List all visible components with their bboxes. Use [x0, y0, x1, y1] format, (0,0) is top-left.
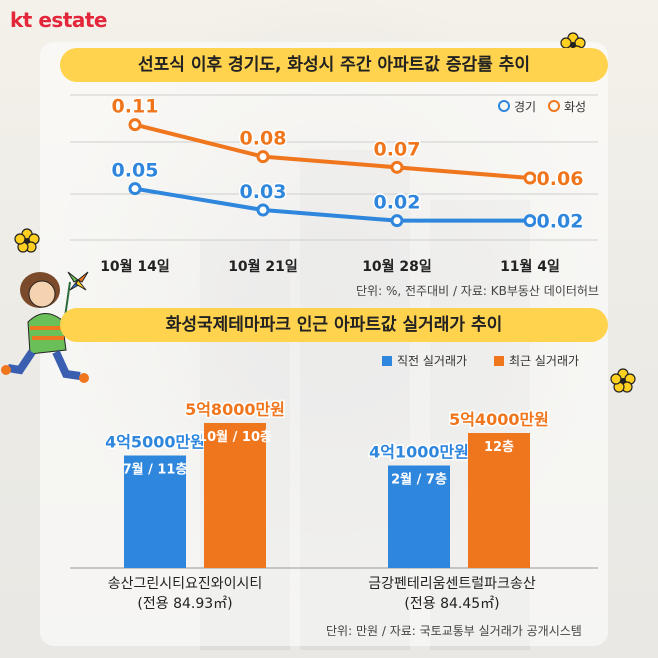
legend-marker	[382, 356, 392, 366]
data-label: 0.06	[537, 168, 584, 190]
bar-value-label: 4억1000만원	[369, 443, 469, 462]
series-line-hwaseong	[134, 122, 531, 180]
data-point	[523, 214, 537, 228]
flower-icon	[14, 228, 40, 253]
x-tick-label: 10월 21일	[228, 258, 298, 275]
category-sub-label: (전용 84.93㎡)	[137, 596, 232, 612]
legend-marker	[494, 356, 504, 366]
bar-value-label: 4억5000만원	[105, 433, 205, 452]
data-label: 0.02	[537, 211, 584, 233]
data-point	[523, 171, 537, 185]
legend-label: 화성	[564, 100, 587, 114]
data-label: 0.11	[112, 96, 159, 118]
category-label: 금강펜테리움센트럴파크송산	[368, 576, 536, 592]
legend-item-gyeonggi: 경기	[498, 98, 536, 115]
running-child-illustration	[1, 271, 89, 383]
bar-previous	[124, 455, 186, 568]
flower-icon	[610, 368, 636, 393]
data-label: 0.08	[240, 128, 287, 150]
legend-item-recent-price: 최근 실거래가	[494, 352, 579, 369]
data-label: 0.05	[112, 160, 159, 182]
category-sub-label: (전용 84.45㎡)	[404, 596, 499, 612]
data-point	[256, 203, 270, 217]
data-label: 0.07	[374, 138, 421, 160]
bar-previous	[388, 465, 450, 568]
x-tick-label: 11월 4일	[500, 258, 560, 275]
legend-marker	[548, 100, 560, 112]
data-point	[390, 214, 404, 228]
series-line-gyeonggi	[134, 186, 530, 223]
bar-value-label: 5억8000만원	[185, 400, 285, 419]
data-label: 0.03	[240, 181, 287, 203]
data-point	[256, 150, 270, 164]
x-tick-label: 10월 28일	[362, 258, 432, 275]
legend-label: 최근 실거래가	[509, 354, 580, 368]
x-tick-label: 10월 14일	[100, 258, 170, 275]
legend-item-hwaseong: 화성	[548, 98, 586, 115]
category-label: 송산그린시티요진와이시티	[108, 576, 263, 592]
legend-label: 경기	[514, 100, 537, 114]
line-chart-title: 선포식 이후 경기도, 화성시 주간 아파트값 증감률 추이	[60, 48, 608, 82]
bar-value-label: 5억4000만원	[449, 410, 549, 429]
data-point	[390, 160, 404, 174]
line-chart-source-note: 단위: %, 전주대비 / 자료: KB부동산 데이터허브	[356, 284, 599, 298]
data-point	[128, 118, 142, 132]
bar-chart-source-note: 단위: 만원 / 자료: 국토교통부 실거래가 공개시스템	[326, 624, 582, 638]
legend-label: 직전 실거래가	[397, 354, 468, 368]
data-point	[128, 182, 142, 196]
bar-tag: 7월 / 11층	[123, 462, 188, 478]
bar-chart-title: 화성국제테마파크 인근 아파트값 실거래가 추이	[60, 308, 608, 342]
bar-tag: 10월 / 10층	[198, 429, 272, 445]
bar-tag: 2월 / 7층	[391, 472, 447, 488]
data-label: 0.02	[374, 192, 421, 214]
bar-recent	[204, 423, 266, 568]
bar-recent	[468, 433, 530, 568]
legend-marker	[498, 100, 510, 112]
legend-item-previous-price: 직전 실거래가	[382, 352, 467, 369]
brand-logo: kt estate	[10, 8, 107, 32]
bar-tag: 12층	[484, 439, 514, 455]
